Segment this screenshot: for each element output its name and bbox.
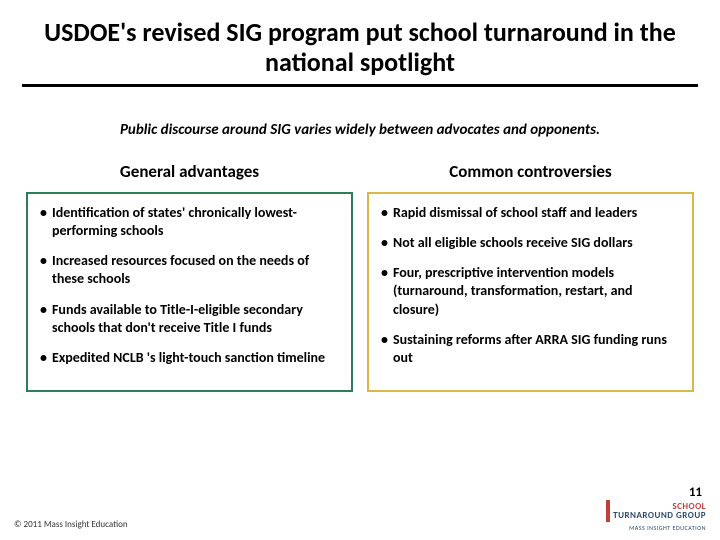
logo-line3: GROUP	[676, 510, 706, 521]
left-heading: General advantages	[26, 161, 353, 182]
logo-main: SCHOOL TURNAROUND GROUP	[606, 500, 706, 522]
page-number: 11	[689, 485, 702, 500]
list-item: Increased resources focused on the needs…	[40, 252, 339, 288]
right-box: Rapid dismissal of school staff and lead…	[367, 192, 694, 392]
two-column-layout: General advantages Identification of sta…	[22, 161, 698, 392]
copyright-footer: © 2011 Mass Insight Education	[14, 519, 128, 530]
left-box: Identification of states' chronically lo…	[26, 192, 353, 392]
slide: USDOE's revised SIG program put school t…	[0, 0, 720, 540]
right-heading: Common controversies	[367, 161, 694, 182]
list-item: Rapid dismissal of school staff and lead…	[381, 204, 680, 222]
right-bullets: Rapid dismissal of school staff and lead…	[381, 204, 680, 367]
logo-line2: TURNAROUND	[613, 510, 673, 521]
list-item: Funds available to Title-I-eligible seco…	[40, 301, 339, 337]
list-item: Identification of states' chronically lo…	[40, 204, 339, 240]
list-item: Four, prescriptive intervention models (…	[381, 264, 680, 319]
right-column: Common controversies Rapid dismissal of …	[367, 161, 694, 392]
list-item: Not all eligible schools receive SIG dol…	[381, 234, 680, 252]
slide-subtitle: Public discourse around SIG varies widel…	[22, 121, 698, 139]
logo: SCHOOL TURNAROUND GROUP MASS INSIGHT EDU…	[606, 500, 706, 532]
left-bullets: Identification of states' chronically lo…	[40, 204, 339, 367]
logo-subtext: MASS INSIGHT EDUCATION	[606, 524, 706, 532]
slide-title: USDOE's revised SIG program put school t…	[22, 18, 698, 87]
logo-text: SCHOOL TURNAROUND GROUP	[613, 502, 706, 521]
list-item: Expedited NCLB 's light-touch sanction t…	[40, 349, 339, 367]
left-column: General advantages Identification of sta…	[26, 161, 353, 392]
list-item: Sustaining reforms after ARRA SIG fundin…	[381, 331, 680, 367]
logo-bar-icon	[606, 500, 610, 522]
